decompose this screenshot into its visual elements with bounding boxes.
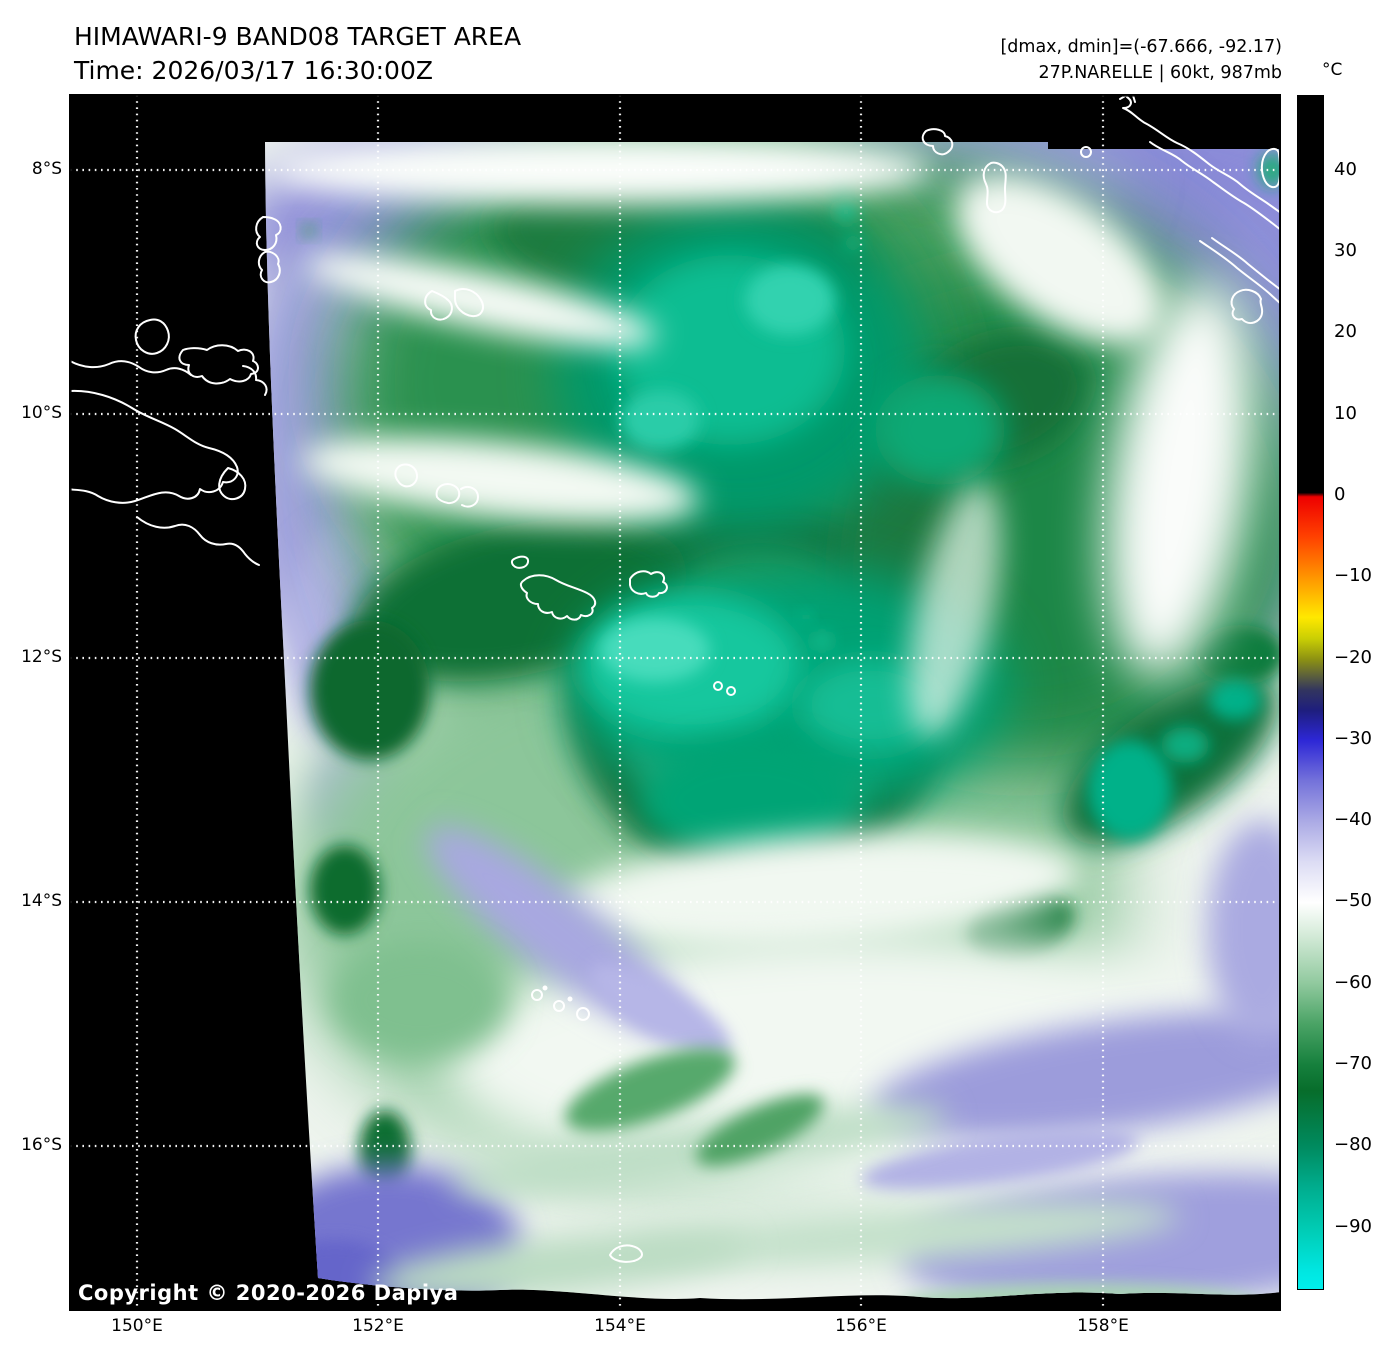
annotation-block: [dmax, dmin]=(-67.666, -92.17) 27P.NAREL… (1000, 34, 1282, 86)
cb-tick-m70: −70 (1334, 1053, 1372, 1074)
lat-tick-10s: 10°S (21, 403, 62, 423)
lon-tick-158e: 158°E (1077, 1316, 1129, 1336)
storm-annotation: 27P.NARELLE | 60kt, 987mb (1038, 63, 1282, 83)
cb-tick-0: 0 (1334, 484, 1346, 505)
lat-tick-14s: 14°S (21, 891, 62, 911)
dmax-dmin-annotation: [dmax, dmin]=(-67.666, -92.17) (1000, 37, 1282, 57)
satellite-swath (265, 142, 1280, 1300)
cb-tick-30: 30 (1334, 240, 1357, 261)
copyright-text: Copyright © 2020-2026 Dapiya (78, 1281, 459, 1305)
lat-tick-12s: 12°S (21, 647, 62, 667)
temperature-colorbar (1297, 95, 1324, 1290)
cb-tick-10: 10 (1334, 403, 1357, 424)
cb-tick-20: 20 (1334, 321, 1357, 342)
cb-tick-m50: −50 (1334, 890, 1372, 911)
lat-tick-16s: 16°S (21, 1135, 62, 1155)
cb-tick-m60: −60 (1334, 972, 1372, 993)
axes-frame (70, 95, 1280, 1310)
lat-tick-8s: 8°S (31, 159, 62, 179)
timestamp: Time: 2026/03/17 16:30:00Z (74, 56, 433, 85)
satellite-map (70, 95, 1280, 1310)
cb-tick-m20: −20 (1334, 647, 1372, 668)
cb-tick-40: 40 (1334, 159, 1357, 180)
title-block: HIMAWARI-9 BAND08 TARGET AREA Time: 2026… (74, 20, 521, 88)
cb-tick-m10: −10 (1334, 565, 1372, 586)
lon-tick-154e: 154°E (594, 1316, 646, 1336)
cb-tick-m40: −40 (1334, 809, 1372, 830)
cb-tick-m90: −90 (1334, 1216, 1372, 1237)
lon-tick-152e: 152°E (352, 1316, 404, 1336)
page-title: HIMAWARI-9 BAND08 TARGET AREA (74, 22, 522, 51)
lon-tick-150e: 150°E (111, 1316, 163, 1336)
coastlines (70, 95, 1280, 1263)
cb-tick-m30: −30 (1334, 728, 1372, 749)
cb-tick-m80: −80 (1334, 1134, 1372, 1155)
lon-tick-156e: 156°E (835, 1316, 887, 1336)
colorbar-unit-label: °C (1322, 60, 1343, 80)
